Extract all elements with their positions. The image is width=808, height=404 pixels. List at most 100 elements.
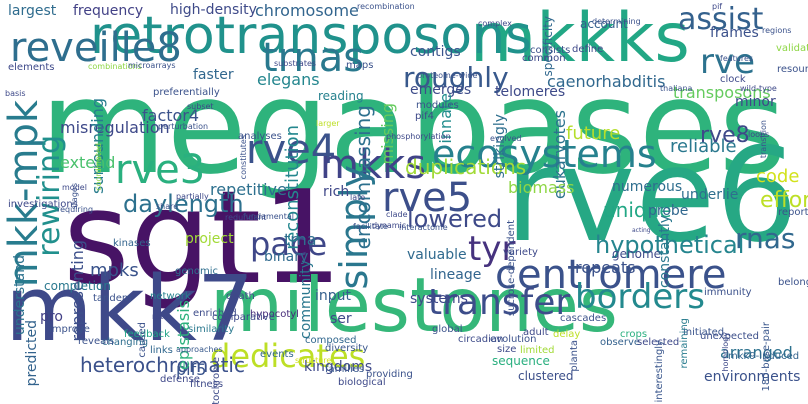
cloud-word: elegans (257, 70, 320, 89)
cloud-word: planta (569, 340, 580, 372)
cloud-word: constitutes (239, 134, 248, 180)
cloud-word: megabases (40, 51, 787, 203)
cloud-word: biological (338, 377, 386, 388)
cloud-word: misregulation (60, 118, 170, 137)
cloud-word: mpks (90, 260, 139, 281)
cloud-word: phytochrome (211, 356, 222, 404)
cloud-word: comparative (212, 312, 275, 323)
cloud-word: requiring (57, 205, 94, 214)
cloud-word: rich (323, 184, 350, 200)
cloud-word: factor4 (142, 106, 200, 125)
cloud-word: extend (60, 153, 116, 172)
cloud-word: regions (762, 26, 792, 35)
cloud-word: families (325, 364, 365, 375)
cloud-word: input (315, 288, 352, 304)
cloud-word: determining (592, 17, 641, 26)
cloud-word: hypocotyl (250, 309, 299, 320)
cloud-word: repetitive (210, 180, 287, 199)
cloud-word: observe (600, 337, 641, 348)
cloud-word: mkkks (470, 0, 690, 78)
cloud-word: sucrose-dependent (506, 219, 517, 317)
cloud-word: perturbation (158, 122, 209, 131)
cloud-word: modules (416, 100, 459, 111)
cloud-word: genome (612, 247, 662, 261)
cloud-word: lineage (430, 267, 482, 283)
cloud-word: network (150, 291, 191, 302)
cloud-word: defense (160, 374, 200, 385)
cloud-word: tandem (93, 293, 132, 304)
cloud-word: clock (720, 74, 746, 85)
cloud-word: rate (152, 312, 169, 321)
cloud-word: immunity (704, 287, 752, 298)
cloud-word: report (778, 207, 808, 218)
cloud-word: arranged (720, 343, 793, 362)
cloud-word: rve (700, 42, 756, 82)
cloud-word: wild-type (740, 84, 777, 93)
cloud-word: approaches (176, 345, 223, 354)
cloud-word: interactome (399, 223, 448, 232)
cloud-word: death (226, 291, 255, 302)
cloud-word: completion (44, 279, 111, 293)
cloud-word: environments (704, 369, 801, 385)
cloud-word: rve8 (700, 123, 750, 148)
cloud-word: investigations (8, 199, 78, 210)
cloud-word: rve6 (505, 119, 799, 271)
cloud-word: loops (748, 130, 770, 139)
cloud-word: improve (49, 324, 90, 335)
cloud-word: fundamental (243, 212, 294, 221)
cloud-word: late (350, 193, 366, 202)
cloud-word: numerous (612, 179, 683, 195)
cloud-word: transposons (673, 83, 771, 102)
cloud-word: delay (553, 329, 581, 340)
cloud-word: ecosystems (432, 132, 657, 176)
cloud-word: pif (712, 2, 723, 11)
cloud-word: dedicates (210, 337, 366, 375)
cloud-word: chromosome (255, 1, 359, 20)
cloud-word: analyses (238, 131, 282, 142)
cloud-word: frequency (73, 3, 144, 19)
cloud-word: lowered (407, 205, 503, 233)
cloud-word: adult (523, 327, 549, 338)
cloud-word: community (298, 259, 314, 339)
cloud-word: evolution (490, 334, 537, 345)
cloud-word: reveille8 (10, 25, 182, 71)
cloud-word: borders (575, 277, 705, 317)
cloud-word: partially (176, 192, 209, 201)
cloud-word: cascades (560, 313, 607, 324)
cloud-word: telomeres (495, 84, 566, 100)
cloud-word: roughly (403, 61, 509, 94)
cloud-word: larger (316, 119, 340, 128)
cloud-word: rve4 (246, 127, 337, 173)
cloud-word: crops (620, 329, 648, 340)
cloud-word: systems (410, 291, 468, 307)
cloud-word: rve5 (382, 175, 473, 221)
cloud-word: assist (678, 2, 764, 37)
cloud-word: heterochromatic (80, 353, 245, 377)
cloud-word: rnas (735, 222, 796, 255)
cloud-word: trna (284, 230, 317, 249)
cloud-word: reliable (670, 136, 737, 157)
cloud-word: centromere (495, 252, 727, 298)
cloud-word: effort (760, 188, 808, 213)
cloud-word: share (156, 202, 179, 211)
cloud-word: changing (102, 337, 149, 348)
cloud-word: composed (305, 335, 357, 346)
cloud-word: feedback (124, 329, 170, 340)
cloud-word: unexpected (700, 331, 759, 342)
cloud-word: mkk9-induced (728, 351, 800, 362)
cloud-word: rve3 (115, 147, 206, 193)
cloud-word: similarity (188, 324, 235, 335)
cloud-word: trnas (262, 35, 365, 81)
cloud-word: mkk7 (5, 257, 255, 362)
cloud-word: strikingly (492, 113, 508, 179)
cloud-word: minor (735, 94, 776, 110)
cloud-word: proteome-wide (417, 71, 478, 80)
cloud-word: validated (776, 43, 808, 54)
cloud-word: repeats (575, 258, 636, 277)
cloud-word: kinases (113, 238, 151, 249)
cloud-word: high-density (170, 2, 257, 18)
cloud-word: substrates (274, 59, 317, 68)
cloud-word: belong (778, 277, 808, 288)
cloud-word: pro (40, 309, 63, 325)
